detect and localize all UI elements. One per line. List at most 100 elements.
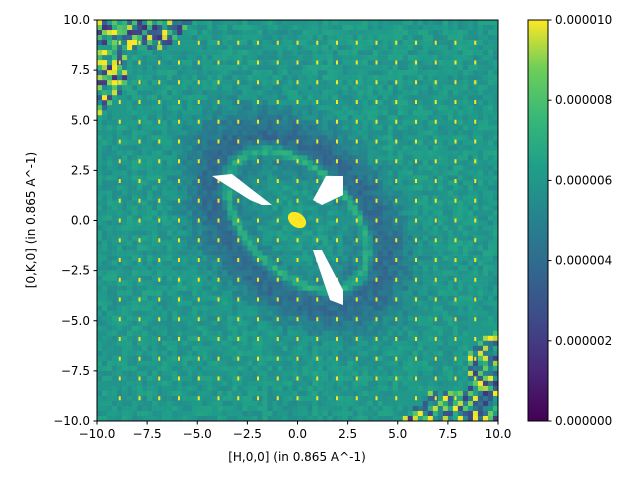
heatmap-cell [177,75,183,81]
heatmap-cell [342,80,348,86]
heatmap-cell [237,195,243,201]
heatmap-cell [292,110,298,116]
heatmap-cell [187,95,193,101]
heatmap-cell [142,210,148,216]
heatmap-cell [287,115,293,121]
heatmap-cell [252,175,258,181]
heatmap-cell [127,80,133,86]
heatmap-cell [107,125,113,131]
heatmap-cell [142,305,148,312]
heatmap-cell [477,85,484,91]
heatmap-cell [282,45,288,51]
heatmap-cell [467,255,474,261]
heatmap-cell [392,115,399,121]
heatmap-cell [157,235,163,241]
heatmap-cell [342,170,348,176]
heatmap-cell [252,210,258,216]
heatmap-cell [372,185,378,191]
heatmap-cell [252,185,258,191]
heatmap-cell [237,255,243,261]
heatmap-cell [437,280,444,286]
heatmap-cell [372,130,378,136]
heatmap-cell [297,225,303,231]
heatmap-cell [117,215,123,221]
heatmap-cell [167,290,173,296]
heatmap-cell [97,90,103,96]
heatmap-cell [417,285,424,291]
heatmap-cell [312,240,318,246]
heatmap-cell [367,205,373,211]
heatmap-cell [232,30,238,36]
heatmap-cell [387,150,394,156]
heatmap-cell [377,300,384,307]
heatmap-cell [172,150,178,156]
heatmap-cell [217,155,223,161]
heatmap-cell [417,150,424,156]
heatmap-cell [337,55,343,61]
heatmap-cell [437,195,444,201]
heatmap-cell [287,250,293,256]
heatmap-cell [97,110,103,116]
heatmap-cell [177,115,183,121]
heatmap-cell [452,280,459,286]
heatmap-cell [237,285,243,291]
heatmap-cell [137,150,143,156]
heatmap-cell [477,200,484,206]
heatmap-cell [242,65,248,71]
heatmap-cell [397,145,404,151]
heatmap-cell [322,30,328,36]
heatmap-cell [392,215,399,221]
heatmap-cell [347,290,353,296]
heatmap-cell [257,245,263,251]
heatmap-cell [427,130,434,136]
heatmap-cell [122,75,128,81]
heatmap-cell [252,255,258,261]
heatmap-cell [492,265,499,271]
heatmap-cell [352,170,358,176]
heatmap-cell [427,55,434,61]
heatmap-cell [312,120,318,126]
heatmap-cell [222,250,228,256]
heatmap-cell [347,20,353,26]
heatmap-cell [97,255,103,261]
heatmap-cell [272,200,278,206]
heatmap-cell [342,265,348,271]
heatmap-cell [182,80,188,86]
heatmap-cell [167,120,173,126]
heatmap-cell [407,85,414,91]
heatmap-cell [397,215,404,221]
heatmap-cell [262,295,268,301]
heatmap-cell [122,90,128,96]
heatmap-cell [147,155,153,161]
heatmap-cell [132,225,138,231]
heatmap-cell [252,240,258,246]
heatmap-cell [407,235,414,241]
heatmap-cell [327,80,333,86]
heatmap-cell [102,140,108,146]
heatmap-cell [222,185,228,191]
heatmap-cell [102,35,108,41]
heatmap-cell [197,105,203,111]
heatmap-cell [352,30,358,36]
heatmap-cell [272,255,278,261]
heatmap-cell [232,200,238,206]
heatmap-cell [322,25,328,31]
heatmap-cell [142,225,148,231]
heatmap-cell [427,295,434,301]
heatmap-cell [152,55,158,61]
heatmap-cell [257,110,263,116]
heatmap-cell [302,185,308,191]
heatmap-cell [282,115,288,121]
heatmap-cell [302,170,308,176]
heatmap-cell [312,30,318,36]
heatmap-cell [137,235,143,241]
heatmap-cell [137,90,143,96]
heatmap-cell [367,295,373,301]
heatmap-cell [452,85,459,91]
heatmap-cell [292,300,298,307]
heatmap-cell [142,265,148,271]
heatmap-cell [312,75,318,81]
heatmap-cell [462,285,469,291]
heatmap-cell [157,260,163,266]
heatmap-cell [152,100,158,106]
